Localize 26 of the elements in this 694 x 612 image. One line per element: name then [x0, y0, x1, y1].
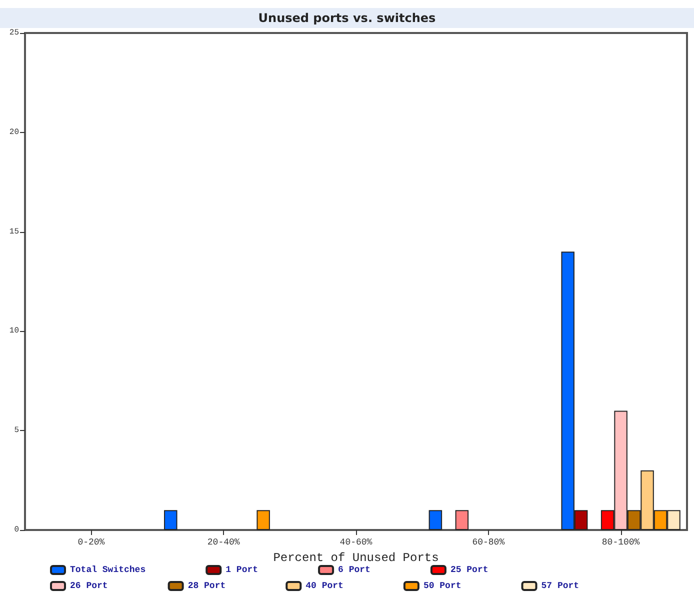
bar: [428, 510, 442, 530]
bar: [256, 510, 270, 530]
y-tick-label: 0: [14, 526, 20, 534]
y-tick-label: 20: [9, 128, 20, 137]
x-tick-label: 40-60%: [340, 538, 373, 548]
legend-label: 25 Port: [450, 565, 542, 575]
legend-label: 40 Port: [306, 581, 398, 591]
legend-label: 50 Port: [423, 581, 516, 591]
legend-label: 57 Port: [541, 581, 634, 591]
x-tick-label: 20-40%: [207, 538, 240, 548]
chart-title: Unused ports vs. switches: [258, 11, 436, 25]
y-tick-label: 5: [14, 426, 20, 436]
y-tick-label: 25: [9, 28, 20, 38]
y-tick-label: 15: [9, 227, 20, 236]
y-tick-label: 10: [9, 326, 20, 336]
legend-label: 1 Port: [226, 565, 312, 575]
legend-label: 26 Port: [70, 581, 162, 591]
legend-label: 6 Port: [338, 565, 424, 575]
x-axis-title: Percent of Unused Ports: [273, 550, 439, 565]
x-tick-label: 60-80%: [472, 538, 506, 548]
bar: [455, 510, 469, 530]
bar: [164, 510, 178, 530]
legend-label: Total Switches: [70, 565, 200, 575]
legend-label: 28 Port: [188, 581, 280, 591]
x-tick-label: 0-20%: [78, 538, 106, 548]
x-tick-label: 80-100%: [602, 538, 640, 548]
